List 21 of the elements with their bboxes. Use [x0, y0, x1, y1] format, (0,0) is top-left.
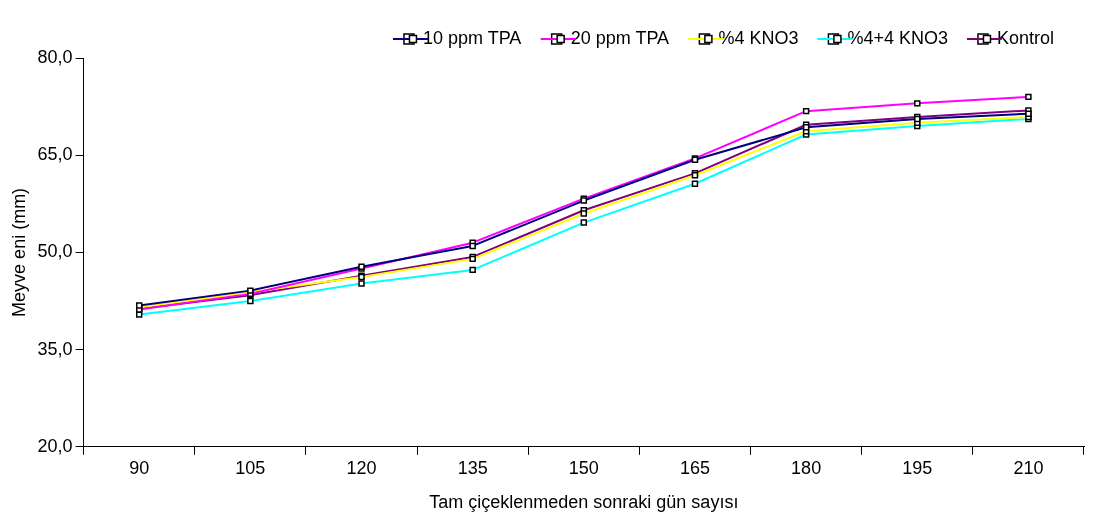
legend-label: %4+4 KNO3 — [847, 27, 948, 48]
y-tick-label: 35,0 — [37, 338, 73, 359]
y-tick-label: 50,0 — [37, 241, 73, 262]
x-tick-label: 180 — [791, 457, 822, 478]
legend-label: 20 ppm TPA — [570, 27, 670, 48]
legend-label: Kontrol — [996, 27, 1055, 48]
legend-label: 10 ppm TPA — [422, 27, 522, 48]
x-tick-label: 105 — [235, 457, 266, 478]
x-tick-label: 120 — [346, 457, 377, 478]
x-tick-label: 90 — [129, 457, 150, 478]
y-tick-label: 80,0 — [37, 46, 73, 67]
y-tick-label: 65,0 — [37, 144, 73, 165]
x-tick-label: 150 — [568, 457, 599, 478]
y-tick-label: 20,0 — [37, 435, 73, 456]
x-tick-label: 210 — [1013, 457, 1044, 478]
x-tick-label: 165 — [679, 457, 710, 478]
y-axis-title: Meyve eni (mm) — [8, 187, 29, 317]
x-tick-label: 135 — [457, 457, 488, 478]
x-axis-title: Tam çiçeklenmeden sonraki gün sayısı — [429, 492, 739, 513]
legend-label: %4 KNO3 — [718, 27, 799, 48]
x-tick-label: 195 — [902, 457, 933, 478]
